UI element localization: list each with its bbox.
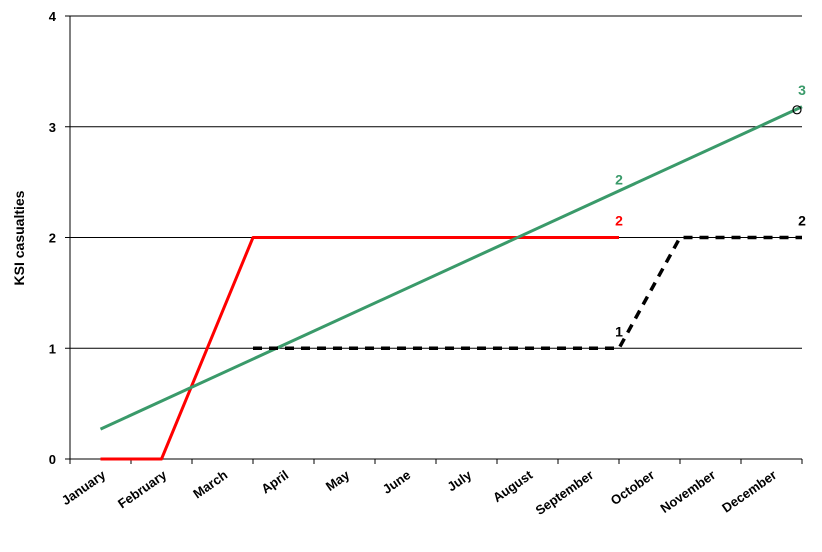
data-label-2-1: 2 <box>798 213 806 229</box>
y-tick-label-2: 2 <box>49 231 56 246</box>
series-line-0 <box>100 236 619 461</box>
x-tick-label-july: July <box>444 467 475 495</box>
x-tick-label-september: September <box>533 467 597 518</box>
axes <box>65 15 803 464</box>
x-tick-label-june: June <box>380 467 413 497</box>
x-tick-label-august: August <box>490 467 536 505</box>
x-tick-label-december: December <box>719 467 779 515</box>
data-label-0-0: 2 <box>615 213 623 229</box>
y-tick-labels: 0 1 2 3 4 <box>49 9 57 467</box>
x-tick-label-october: October <box>608 467 657 508</box>
y-axis-label: KSI casualties <box>11 190 27 285</box>
data-label-1-1: 3 <box>798 82 806 98</box>
series-line-1 <box>99 105 803 431</box>
series-end-marker <box>792 105 802 115</box>
y-tick-label-4: 4 <box>49 9 57 24</box>
series-line-2 <box>253 235 802 351</box>
y-tick-label-1: 1 <box>49 341 56 356</box>
grid-lines <box>70 15 802 349</box>
data-label-1-0: 2 <box>615 172 623 188</box>
x-tick-label-april: April <box>258 467 291 496</box>
x-tick-label-february: February <box>115 467 170 512</box>
series-lines <box>99 105 803 461</box>
data-labels: 2 2 3 1 2 <box>615 82 806 339</box>
x-tick-label-march: March <box>190 467 230 501</box>
x-tick-label-november: November <box>658 467 719 516</box>
y-tick-label-3: 3 <box>49 120 56 135</box>
data-label-2-0: 1 <box>615 323 623 339</box>
x-tick-labels: January February March April May June July Augu… <box>59 467 779 518</box>
y-tick-label-0: 0 <box>49 452 56 467</box>
x-tick-label-may: May <box>323 467 353 494</box>
x-tick-label-january: January <box>59 467 109 508</box>
